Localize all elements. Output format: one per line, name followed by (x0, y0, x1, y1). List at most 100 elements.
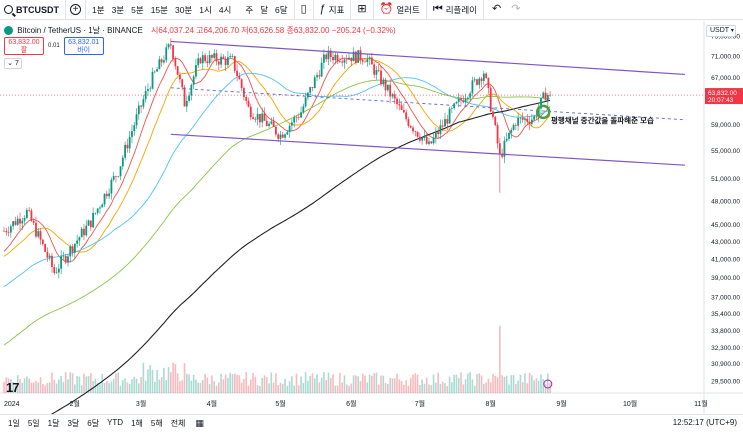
volume-bar (151, 369, 154, 393)
volume-bar (46, 383, 49, 393)
symbol-search[interactable]: BTCUSDT (0, 0, 66, 20)
range-8[interactable]: 전체 (170, 419, 186, 428)
range-3[interactable]: 3달 (67, 419, 80, 428)
alerts-label: 얼러트 (396, 4, 420, 15)
volume-bar (485, 382, 487, 393)
candle-body (343, 59, 346, 63)
volume-bar (409, 377, 412, 393)
range-1[interactable]: 5일 (27, 419, 40, 428)
volume-bar (254, 376, 257, 393)
candle-body (254, 118, 257, 120)
sell-button[interactable]: 63,832.00 팔 (4, 37, 44, 55)
buy-button[interactable]: 63,832.01 바이 (63, 37, 104, 55)
candle-body (30, 210, 33, 221)
chart-legend: Bitcoin / TetherUS · 1날 · BINANCE 시64,03… (4, 25, 396, 36)
market-status-icon (4, 26, 13, 36)
chart-type-button[interactable]: ▯ (295, 0, 314, 20)
interval-9[interactable]: 달 (260, 4, 269, 15)
volume-bar (229, 372, 232, 393)
replay-button[interactable]: ⏮ 리플레이 (427, 0, 484, 20)
candle-body (103, 193, 106, 205)
indicators-label: 지표 (328, 4, 345, 15)
y-tick-label: 30,900.00 (711, 361, 740, 368)
interval-0[interactable]: 1분 (92, 4, 105, 15)
buy-price: 63,832.01 (68, 39, 100, 46)
redo-icon[interactable]: ↷ (511, 3, 521, 15)
interval-10[interactable]: 6달 (275, 4, 288, 15)
chevron-down-icon: ▾ (730, 28, 734, 34)
candle-body (508, 132, 510, 139)
range-0[interactable]: 1일 (8, 419, 20, 428)
candle-body (167, 44, 170, 48)
volume-bar (147, 369, 149, 393)
range-2[interactable]: 1달 (47, 419, 60, 428)
indicators-button[interactable]: ƒ 지표 (314, 0, 352, 20)
volume-bar (124, 378, 126, 393)
volume-bar (304, 372, 307, 393)
interval-1[interactable]: 3분 (111, 4, 125, 15)
candle-body (293, 117, 296, 123)
candle-body (412, 127, 414, 132)
chart-area[interactable]: 75,000.0071,000.0067,000.0063,000.0059,0… (0, 21, 743, 414)
candle-body (46, 251, 49, 258)
range-4[interactable]: 6달 (87, 419, 100, 428)
interval-4[interactable]: 30분 (174, 4, 193, 15)
currency-label: USDT (710, 27, 729, 34)
volume-bar (42, 384, 44, 393)
volume-bar (526, 383, 529, 393)
volume-bar (277, 385, 279, 393)
range-6[interactable]: 1해 (131, 419, 143, 428)
candle-body (444, 119, 446, 127)
interval-5[interactable]: 1시 (199, 4, 212, 15)
x-tick-label: 7월 (415, 399, 425, 408)
interval-8[interactable]: 주 (245, 4, 254, 15)
compare-button[interactable]: + (66, 0, 86, 20)
candle-body (364, 61, 366, 63)
calendar-icon[interactable]: ▦ (195, 418, 204, 428)
volume-bar (144, 380, 147, 393)
volume-bar (533, 380, 535, 393)
legend-title: Bitcoin / TetherUS · 1날 · BINANCE (17, 26, 143, 35)
volume-bar (293, 385, 295, 393)
candle-body (496, 125, 499, 144)
volume-bar (35, 380, 37, 393)
alerts-button[interactable]: ⏰ 얼러트 (374, 0, 427, 20)
candle-body (414, 131, 417, 132)
interval-2[interactable]: 5분 (131, 4, 144, 15)
indicator-toggle[interactable]: ⌄ 7 (4, 58, 22, 69)
undo-icon[interactable]: ↶ (492, 3, 502, 15)
currency-selector[interactable]: USDT ▾ (706, 25, 736, 37)
volume-bar (80, 385, 83, 393)
volume-bar (160, 377, 163, 393)
candle-body (432, 137, 435, 144)
candle-body (533, 116, 536, 120)
volume-bar (316, 374, 318, 393)
candle-body (382, 79, 385, 85)
candle-body (222, 56, 225, 59)
volume-bar (311, 373, 314, 393)
range-7[interactable]: 5해 (150, 419, 163, 428)
candle-body (227, 57, 229, 65)
candle-body (158, 59, 161, 70)
volume-bar (220, 373, 222, 393)
layout-button[interactable]: ⊞ (351, 0, 374, 20)
candle-body (336, 54, 339, 62)
volume-bar (231, 374, 234, 393)
candle-body (302, 106, 305, 113)
range-5[interactable]: YTD (107, 418, 124, 427)
volume-bar (535, 378, 538, 393)
volume-bar (122, 380, 124, 393)
volume-bar (156, 369, 158, 393)
candle-body (279, 134, 282, 139)
volume-bar (382, 375, 385, 393)
interval-3[interactable]: 15분 (150, 4, 168, 15)
indicators-icon: ƒ (319, 3, 326, 15)
interval-6[interactable]: 4시 (218, 4, 232, 15)
candle-body (240, 79, 243, 89)
volume-bar (307, 380, 309, 393)
candle-body (163, 60, 165, 63)
price-chart[interactable]: 75,000.0071,000.0067,000.0063,000.0059,0… (0, 21, 743, 414)
top-toolbar: BTCUSDT + 1분 3분 5분 15분 30분 1시 4시 주 달 6달 ▯ ƒ 지표 ⊞ … (0, 0, 743, 20)
candle-body (517, 117, 520, 126)
candle-body (25, 209, 28, 218)
